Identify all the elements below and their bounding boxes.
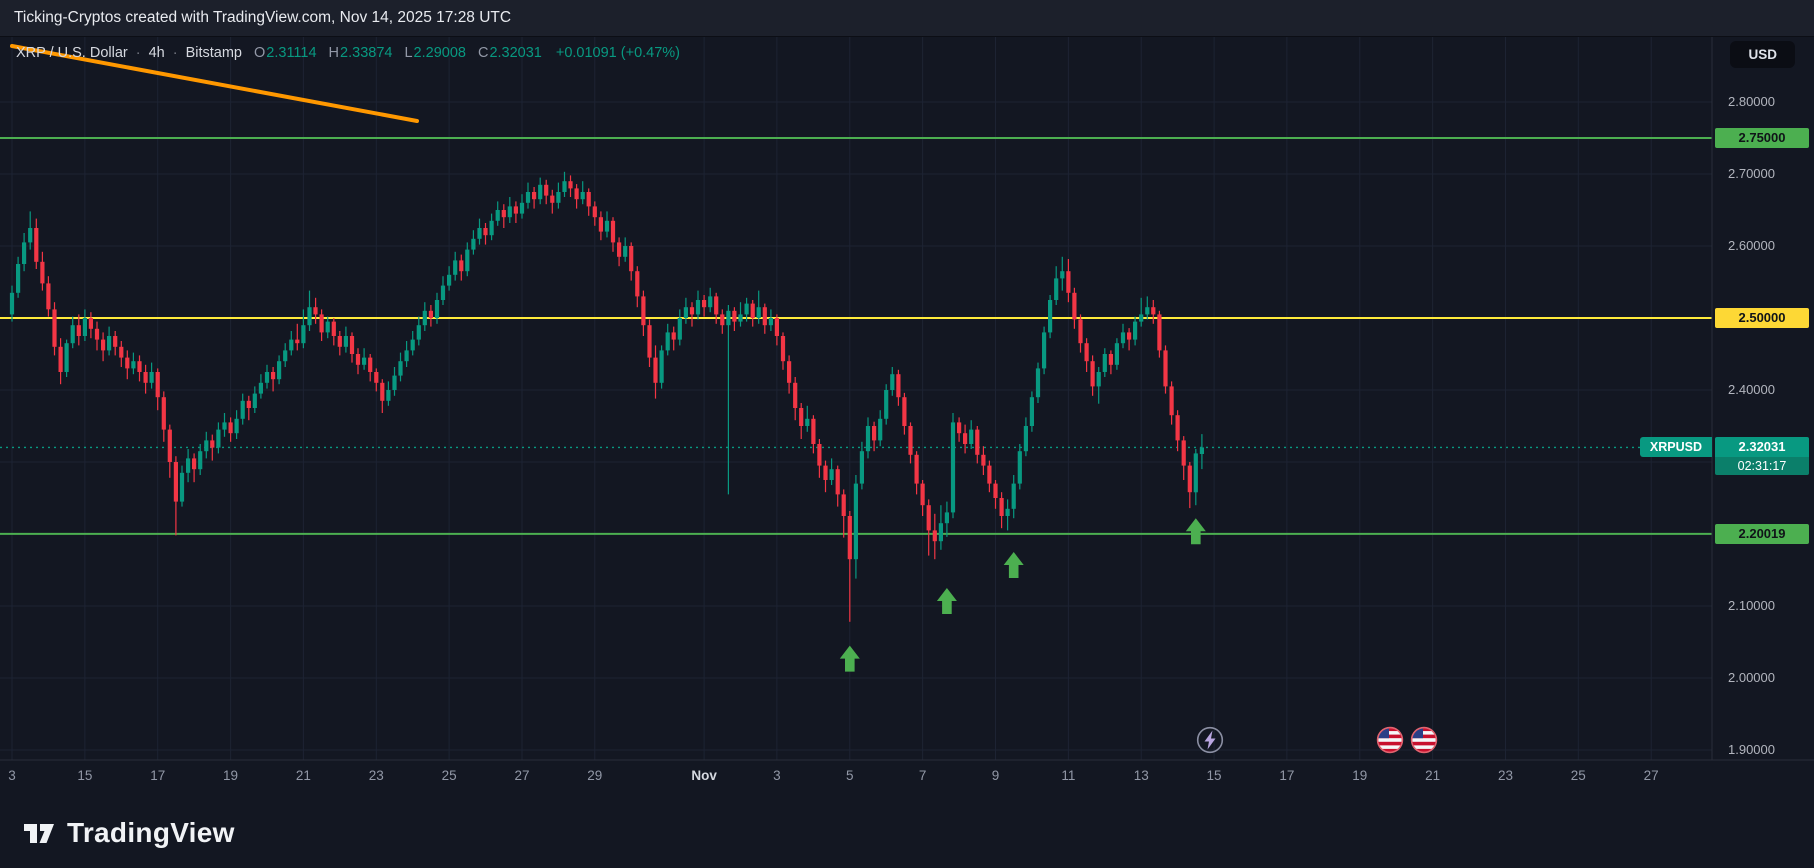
time-axis-label: 7 (918, 768, 927, 783)
legend-open: O 2.31114 (254, 45, 317, 61)
time-axis-label: 17 (1279, 768, 1295, 783)
time-axis-label: 19 (1352, 768, 1368, 783)
time-axis-label: 27 (1643, 768, 1659, 783)
time-axis-label: 19 (223, 768, 239, 783)
legend-low: L 2.29008 (404, 45, 466, 61)
price-axis[interactable]: 2.80000 2.70000 2.60000 2.40000 2.10000 2.000… (1712, 37, 1814, 760)
buy-signal-arrows[interactable] (839, 518, 1206, 672)
exchange-label: Bitstamp (185, 45, 242, 61)
snapshot-header: Ticking-Cryptos created with TradingView… (0, 0, 1814, 37)
time-axis-label: 21 (295, 768, 311, 783)
time-axis-label: 15 (1206, 768, 1222, 783)
time-axis-label: 11 (1061, 768, 1076, 783)
price-axis-label: 2.40000 (1728, 382, 1775, 397)
time-axis-label: 3 (8, 768, 16, 783)
legend-change: +0.01091 (+0.47%) (555, 45, 681, 61)
symbol-price-tag: XRPUSD (1639, 437, 1712, 458)
economic-event-icon[interactable] (1196, 726, 1224, 754)
time-axis-label: 5 (846, 768, 854, 783)
legend-separator: · (135, 45, 141, 61)
time-axis-label: Nov (691, 768, 717, 783)
legend-high: H 2.33874 (328, 45, 393, 61)
current-price-value: 2.32031 (1715, 437, 1809, 458)
bar-countdown: 02:31:17 (1715, 457, 1809, 476)
currency-toggle-button[interactable]: USD (1730, 41, 1795, 68)
tradingview-logo[interactable]: TradingView (22, 816, 235, 850)
time-axis[interactable]: 3 15 17 19 21 23 25 27 29 Nov 3 5 7 9 11 13 15 17 19 21 23 25… (0, 760, 1814, 796)
legend-close: C 2.32031 (477, 45, 542, 61)
price-axis-label: 1.90000 (1728, 742, 1775, 757)
tradingview-logo-icon (24, 824, 54, 843)
horizontal-level-lines[interactable] (0, 137, 1712, 535)
price-axis-label: 2.10000 (1728, 598, 1775, 613)
us-flag-icon[interactable] (1410, 726, 1438, 754)
footer-bar: TradingView (0, 798, 1814, 868)
time-axis-label: 25 (1570, 768, 1586, 783)
time-axis-label: 25 (441, 768, 457, 783)
time-axis-label: 17 (150, 768, 166, 783)
snapshot-title: Ticking-Cryptos created with TradingView… (14, 9, 512, 26)
time-axis-label: 15 (77, 768, 93, 783)
chart-legend: XRP / U.S. Dollar · 4h · Bitstamp O 2.311… (16, 45, 680, 61)
symbol-title[interactable]: XRP / U.S. Dollar (16, 45, 128, 61)
price-axis-label: 2.80000 (1728, 94, 1775, 109)
price-axis-label: 2.00000 (1728, 670, 1775, 685)
current-price-badge: 2.32031 02:31:17 (1715, 437, 1809, 476)
time-axis-label: 29 (587, 768, 603, 783)
time-axis-label: 27 (514, 768, 530, 783)
time-axis-label: 13 (1133, 768, 1149, 783)
time-axis-label: 21 (1425, 768, 1441, 783)
candlestick-series (9, 171, 1204, 622)
price-axis-label: 2.60000 (1728, 238, 1775, 253)
time-axis-label: 23 (368, 768, 384, 783)
legend-separator-2: · (172, 45, 178, 61)
price-level-badge: 2.50000 (1715, 308, 1809, 328)
price-axis-label: 2.70000 (1728, 166, 1775, 181)
time-axis-label: 23 (1497, 768, 1513, 783)
interval-label[interactable]: 4h (148, 45, 165, 61)
tradingview-wordmark: TradingView (67, 817, 235, 848)
price-level-badge: 2.20019 (1715, 523, 1809, 544)
time-axis-label: 9 (991, 768, 1000, 783)
price-level-badge: 2.75000 (1715, 128, 1809, 148)
time-axis-label: 3 (773, 768, 781, 783)
trendline-drawing[interactable] (10, 44, 419, 123)
us-flag-icon[interactable] (1376, 726, 1404, 754)
